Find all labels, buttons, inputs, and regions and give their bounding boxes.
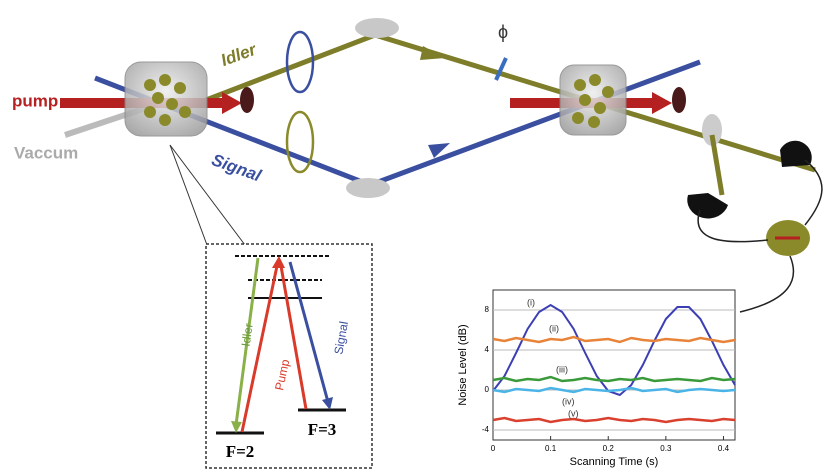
series-label: (iii) — [556, 364, 568, 374]
y-tick-label: 0 — [485, 385, 490, 394]
x-tick-label: 0.2 — [603, 444, 615, 453]
y-tick-label: 4 — [485, 345, 490, 354]
y-tick-label: 8 — [485, 305, 490, 314]
signal-label: Signal — [209, 150, 265, 186]
beam-block — [240, 87, 254, 113]
vacuum-label: Vaccum — [14, 143, 78, 162]
noise-plot: Scanning Time (s) Noise Level (dB) -4 0 4 8… — [457, 290, 735, 468]
x-tick-label: 0.4 — [718, 444, 730, 453]
page: {"labels": {"pump": "pump", "vacuum": "V… — [0, 0, 831, 473]
x-axis-label: Scanning Time (s) — [570, 456, 659, 468]
level-label: F=2 — [226, 442, 255, 461]
x-tick-label: 0 — [491, 444, 496, 453]
idler-label: Idler — [218, 39, 260, 70]
pump-arrow — [652, 92, 672, 114]
pump-label: pump — [12, 91, 58, 110]
series-label: (i) — [527, 297, 535, 307]
idler-beam — [712, 135, 722, 195]
beam-block — [672, 87, 686, 113]
series-label: (iv) — [562, 396, 575, 406]
pump-arrow — [222, 92, 242, 114]
zoom-line — [170, 145, 207, 245]
x-tick-label: 0.3 — [660, 444, 672, 453]
detector — [687, 193, 728, 218]
idler-mode — [287, 112, 313, 172]
x-tick-label: 0.1 — [545, 444, 557, 453]
series-label: (v) — [568, 408, 579, 418]
mirror — [355, 18, 399, 38]
mirror — [346, 178, 390, 198]
diagram: ϕ pump Vaccum Idler Signal Idler Pump Si… — [0, 0, 831, 473]
y-axis-label: Noise Level (dB) — [457, 324, 469, 405]
y-tick-label: -4 — [482, 425, 490, 434]
plot-frame — [493, 290, 735, 440]
level-label: F=3 — [308, 420, 337, 439]
series-label: (ii) — [549, 323, 559, 333]
detector — [780, 141, 812, 167]
phase-label: ϕ — [498, 22, 508, 42]
